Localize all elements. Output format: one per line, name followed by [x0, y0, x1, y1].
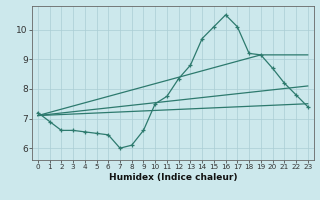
X-axis label: Humidex (Indice chaleur): Humidex (Indice chaleur) — [108, 173, 237, 182]
